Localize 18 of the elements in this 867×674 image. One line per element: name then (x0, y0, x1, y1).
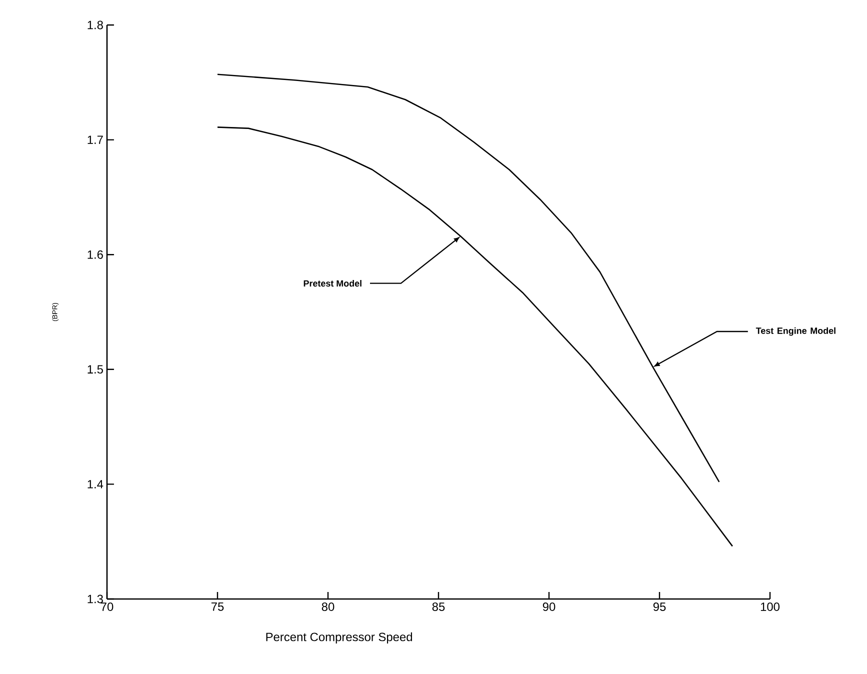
y-tick-label: 1.7 (88, 136, 103, 144)
x-tick-label: 100 (760, 602, 780, 611)
line-series (216, 126, 734, 547)
y-tick-label: 1.4 (88, 480, 104, 488)
y-tick-label: 1.5 (88, 365, 103, 374)
x-tick-label: 95 (653, 602, 666, 611)
y-tick-label: 1.3 (88, 594, 103, 604)
y-tick-label: 1.6 (88, 250, 103, 259)
line-series (216, 74, 720, 483)
annotation: Pretest Model (304, 280, 362, 287)
annotation: Test Engine Model (756, 327, 836, 336)
x-tick-label: 80 (322, 602, 334, 611)
x-tick-label: 85 (432, 602, 445, 611)
y-tick-label: 1.8 (88, 20, 103, 30)
x-axis-title: Percent Compressor Speed (266, 632, 412, 644)
x-tick-label: 70 (100, 602, 114, 611)
x-tick-label: 75 (211, 602, 224, 611)
x-tick-label: 90 (542, 602, 556, 611)
